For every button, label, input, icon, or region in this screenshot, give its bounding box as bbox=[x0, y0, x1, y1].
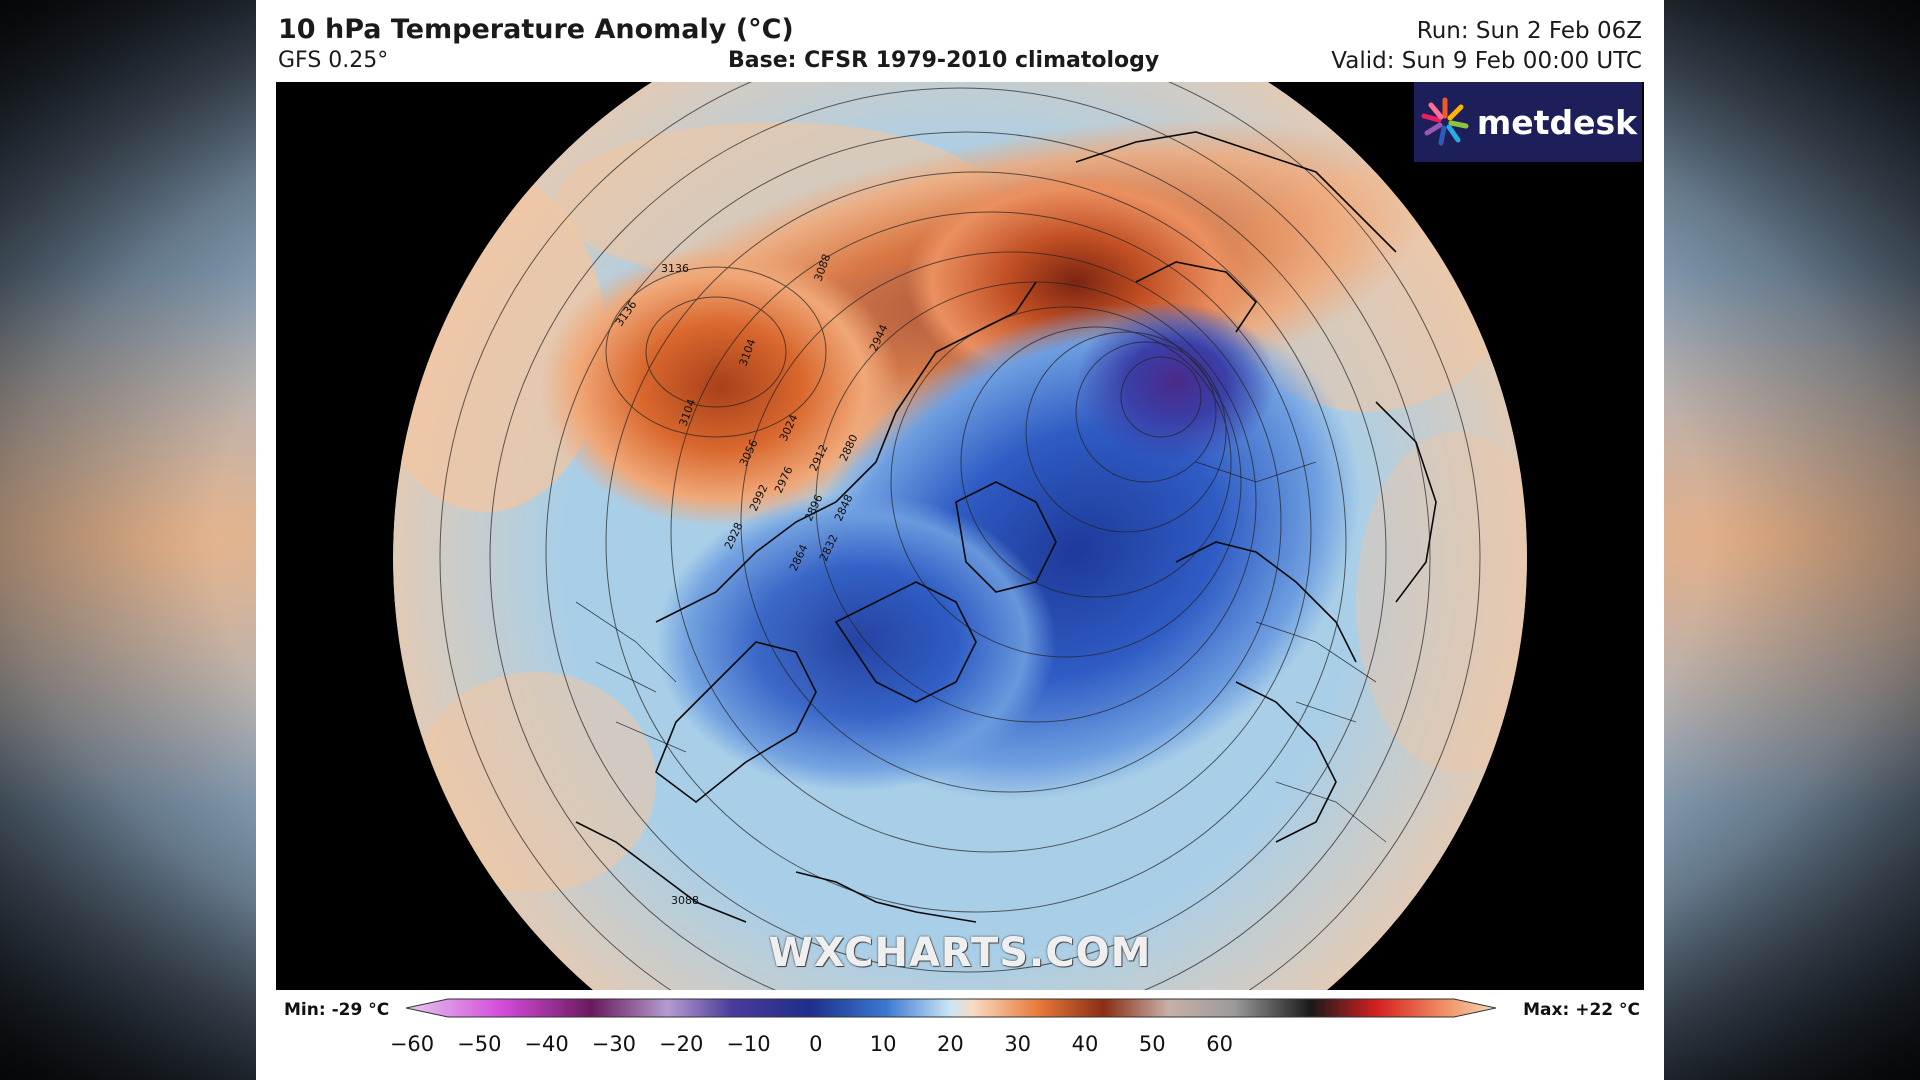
colorbar-tick-label: 40 bbox=[1071, 1032, 1099, 1056]
colorbar-tick-label: 0 bbox=[809, 1032, 823, 1056]
run-time-label: Run: Sun 2 Feb 06Z bbox=[1416, 18, 1642, 44]
metdesk-logo: metdesk bbox=[1414, 82, 1642, 162]
colorbar-tick-label: −60 bbox=[389, 1032, 435, 1056]
colorbar-tick-label: 20 bbox=[937, 1032, 964, 1056]
logo-text: metdesk bbox=[1476, 102, 1638, 142]
colorbar-tick-label: −10 bbox=[726, 1032, 771, 1056]
warm-band-southwest bbox=[416, 672, 656, 892]
warm-anomaly-west bbox=[541, 247, 901, 527]
colorbar-scale bbox=[406, 998, 1496, 1018]
climatology-base-label: Base: CFSR 1979-2010 climatology bbox=[728, 48, 1160, 73]
polar-map: 3088 3088 3136 3136 3104 3104 3088 3056 … bbox=[276, 82, 1644, 990]
chart-panel: 10 hPa Temperature Anomaly (°C) GFS 0.25… bbox=[256, 0, 1664, 1080]
valid-time-label: Valid: Sun 9 Feb 00:00 UTC bbox=[1331, 48, 1642, 74]
colorbar-tick-label: −20 bbox=[659, 1032, 704, 1056]
colorbar-tick-label: −50 bbox=[457, 1032, 502, 1056]
colorbar-gradient bbox=[406, 998, 1496, 1018]
wxcharts-watermark: WXCHARTS.COM bbox=[768, 930, 1152, 976]
warm-band-east bbox=[1356, 432, 1527, 772]
colorbar-min-label: Min: -29 °C bbox=[284, 1000, 390, 1020]
colorbar-tick-label: 60 bbox=[1206, 1032, 1233, 1056]
cold-anomaly-greenland bbox=[656, 492, 1056, 792]
colorbar-tick-label: 50 bbox=[1138, 1032, 1166, 1056]
colorbar-tick-label: 30 bbox=[1004, 1032, 1032, 1056]
state-borders bbox=[575, 461, 1387, 843]
colorbar-tick-label: 10 bbox=[869, 1032, 897, 1056]
model-label: GFS 0.25° bbox=[278, 48, 389, 73]
contour-label: 3088 bbox=[671, 894, 699, 907]
map-frame: 3088 3088 3136 3136 3104 3104 3088 3056 … bbox=[276, 82, 1644, 990]
globe: 3088 3088 3136 3136 3104 3104 3088 3056 … bbox=[393, 82, 1527, 990]
colorbar-tick-label: −40 bbox=[524, 1032, 569, 1056]
contour-label: 3136 bbox=[661, 262, 689, 275]
colorbar-max-label: Max: +22 °C bbox=[1523, 1000, 1640, 1020]
chart-title: 10 hPa Temperature Anomaly (°C) bbox=[278, 14, 794, 45]
starburst-logo-icon bbox=[1421, 97, 1469, 146]
coastlines bbox=[575, 131, 1437, 923]
colorbar: Min: -29 °C Max: +22 °C bbox=[256, 996, 1664, 1080]
colorbar-tick-label: −30 bbox=[591, 1032, 637, 1056]
geopotential-contours bbox=[439, 82, 1481, 990]
